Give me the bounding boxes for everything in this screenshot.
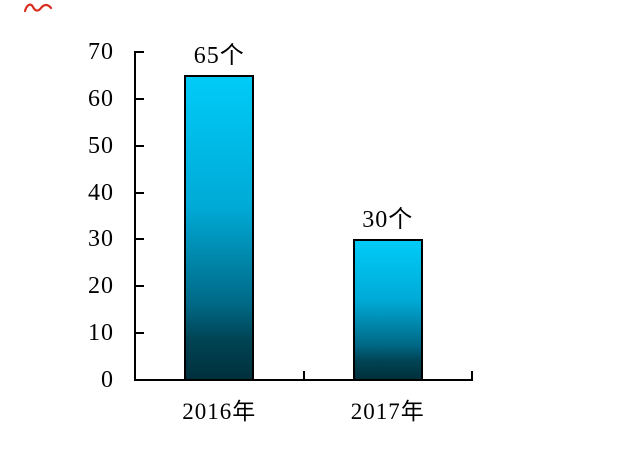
y-tick-mark <box>136 97 144 100</box>
y-tick-label: 10 <box>88 320 114 347</box>
y-tick-mark <box>136 238 144 241</box>
y-tick-mark <box>136 191 144 194</box>
y-tick-label: 0 <box>101 367 114 393</box>
y-tick-mark <box>136 51 144 53</box>
x-axis-line <box>134 379 473 381</box>
y-tick-mark <box>136 332 144 335</box>
y-tick-label: 50 <box>88 132 114 159</box>
bar-value-label: 65个 <box>193 43 245 69</box>
y-tick-mark <box>136 285 144 288</box>
y-tick-label: 30 <box>88 226 114 253</box>
y-tick-label: 40 <box>88 179 114 206</box>
red-pen-mark <box>23 3 53 13</box>
bar-2017 <box>352 239 423 381</box>
x-category-label: 2017年 <box>350 399 425 424</box>
y-tick-label: 60 <box>88 85 114 112</box>
bar-value-label: 30个 <box>362 207 414 233</box>
y-tick-mark <box>136 144 144 147</box>
x-tick-mark <box>302 371 305 380</box>
x-tick-mark <box>471 371 473 380</box>
x-category-label: 2016年 <box>182 399 257 424</box>
y-tick-label: 20 <box>88 273 114 300</box>
bar-2016 <box>184 75 255 381</box>
y-tick-label: 70 <box>88 39 114 65</box>
y-axis-line <box>134 51 136 381</box>
